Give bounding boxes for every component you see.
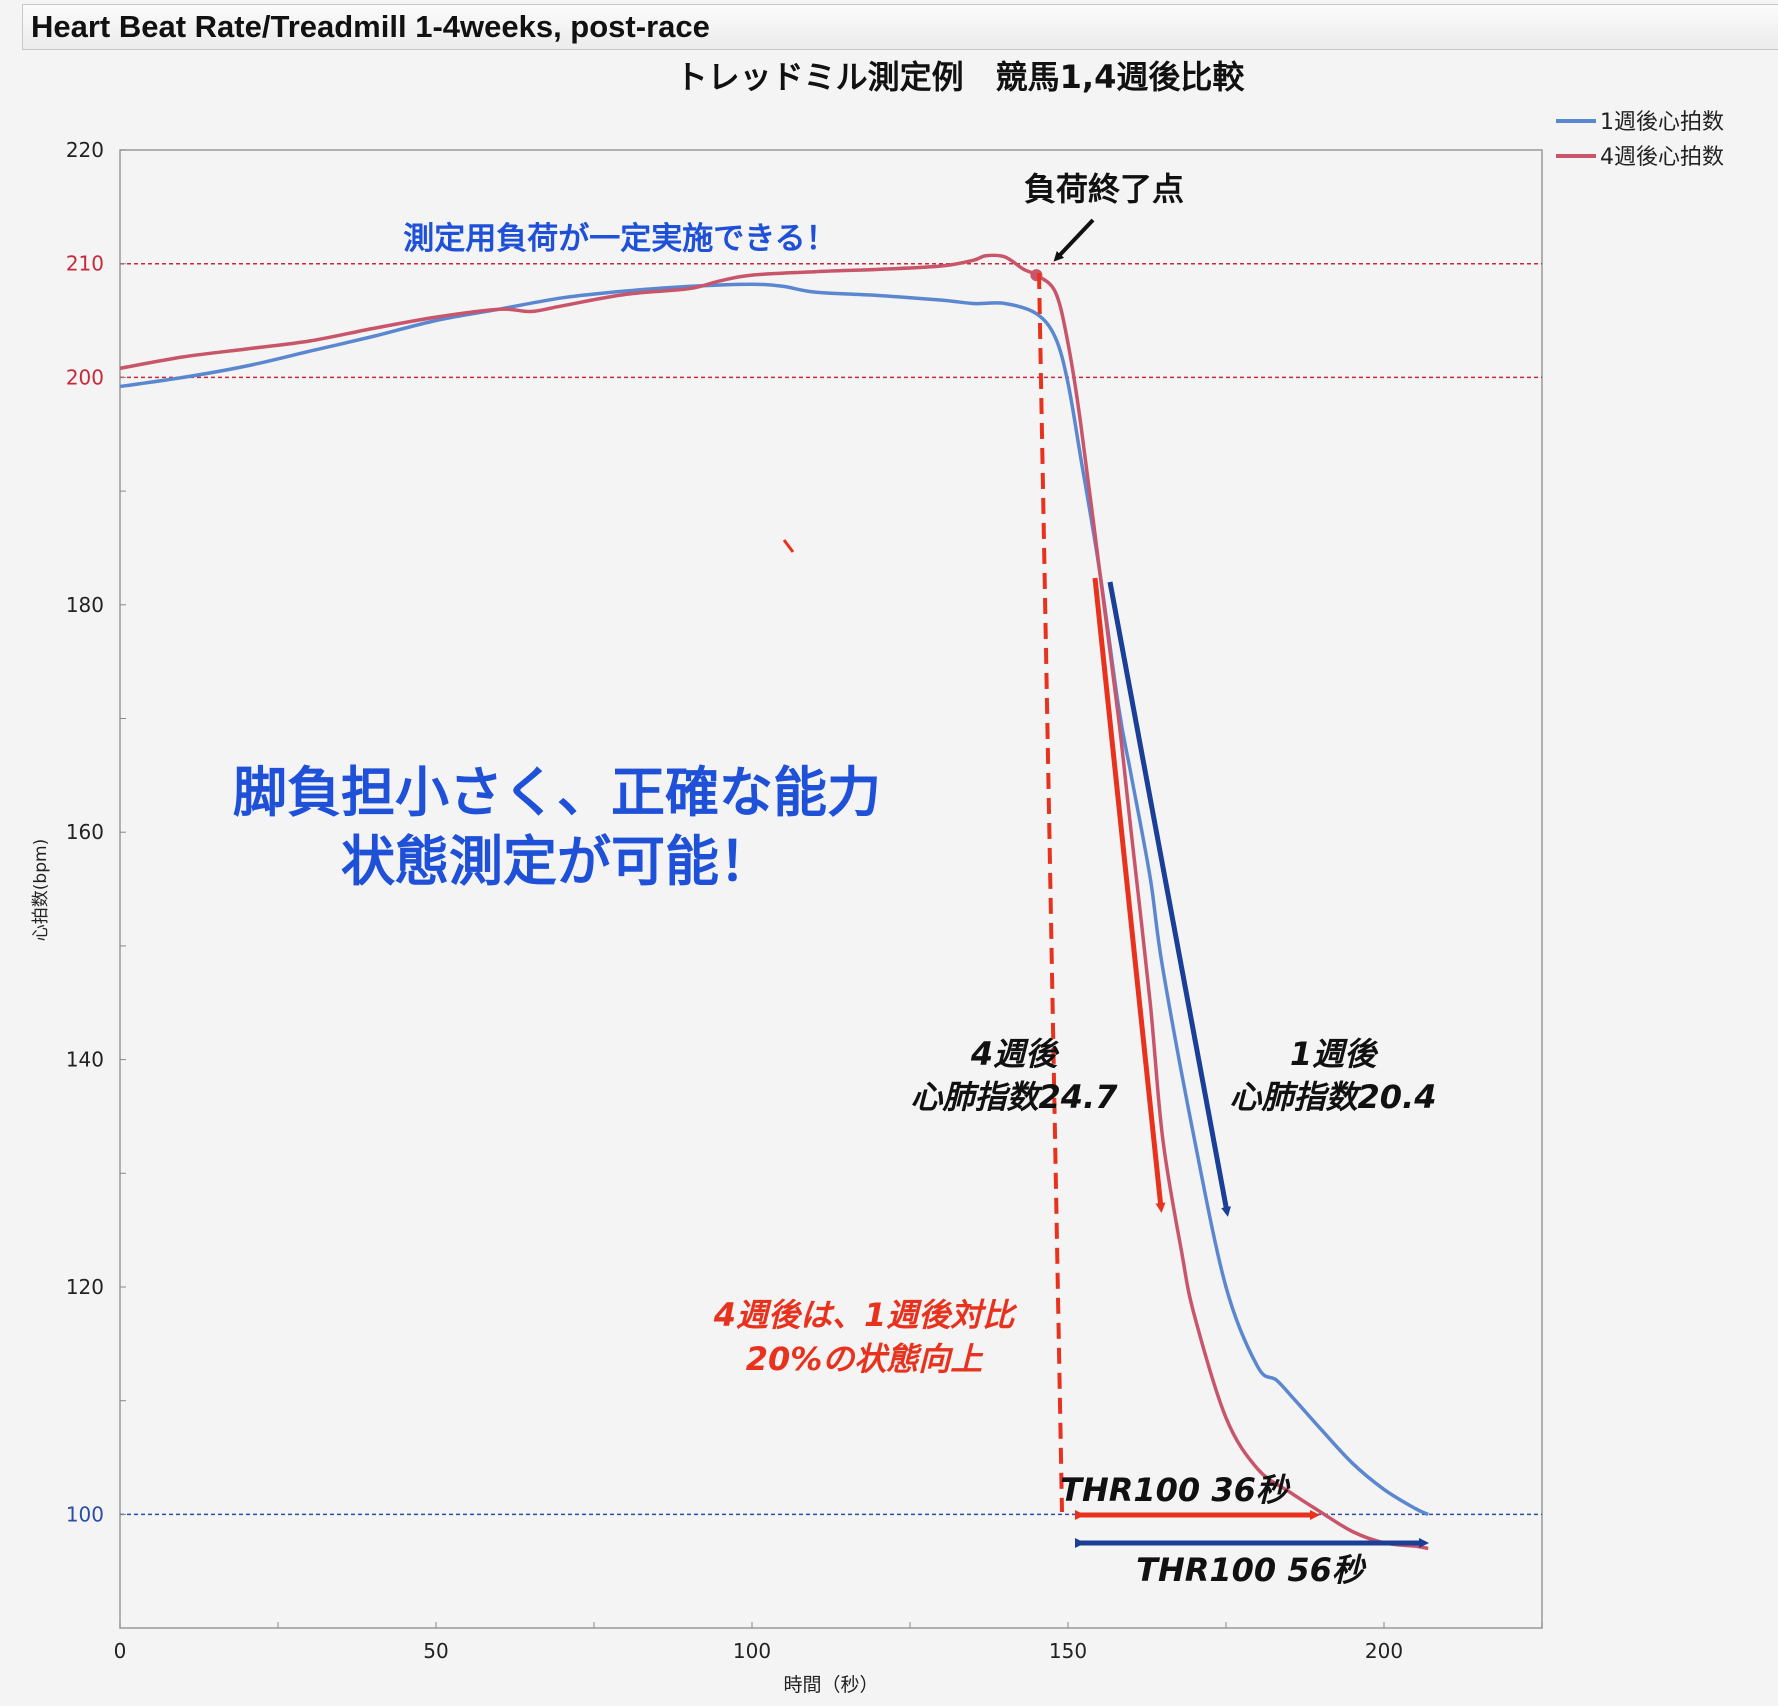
annotation-week4-label: 4週後 <box>970 1035 1060 1073</box>
legend: 1週後心拍数 4週後心拍数 <box>1556 110 1724 170</box>
y-tick-label: 200 <box>66 365 104 389</box>
stray-red-mark <box>782 539 795 553</box>
x-tick-label: 200 <box>1365 1639 1403 1663</box>
week1-slope-arrow <box>1107 581 1232 1217</box>
annotation-thr100-56: THR100 56秒 <box>1136 1551 1367 1589</box>
plot-frame <box>119 149 1543 1629</box>
chart-title: トレッドミル測定例 競馬1,4週後比較 <box>676 58 1246 96</box>
y-tick-label: 160 <box>66 820 104 844</box>
legend-label-week4: 4週後心拍数 <box>1600 145 1724 170</box>
x-axis: 0 50 100 150 200 <box>114 1622 1543 1663</box>
week4-slope-arrow <box>1092 577 1166 1213</box>
x-tick-label: 0 <box>114 1639 127 1663</box>
annotation-week1-label: 1週後 <box>1290 1035 1379 1073</box>
annotation-load-end: 負荷終了点 <box>1024 170 1184 208</box>
annotation-improvement-line2: 20%の状態向上 <box>746 1340 984 1378</box>
x-tick-label: 150 <box>1049 1639 1087 1663</box>
window-title-bar: Heart Beat Rate/Treadmill 1-4weeks, post… <box>22 4 1778 50</box>
legend-label-week1: 1週後心拍数 <box>1600 110 1724 135</box>
x-tick-label: 100 <box>733 1639 771 1663</box>
y-tick-label: 120 <box>66 1275 104 1299</box>
y-tick-label: 140 <box>66 1048 104 1072</box>
annotation-thr100-36: THR100 36秒 <box>1060 1471 1291 1509</box>
y-tick-label: 180 <box>66 593 104 617</box>
y-axis-label: 心拍数(bpm) <box>31 839 51 941</box>
annotation-week4-index: 心肺指数24.7 <box>911 1078 1119 1116</box>
y-tick-label: 100 <box>66 1502 104 1526</box>
y-tick-label: 220 <box>66 138 104 162</box>
window-title: Heart Beat Rate/Treadmill 1-4weeks, post… <box>31 9 710 44</box>
annotation-main-line2: 状態測定が可能！ <box>341 830 773 893</box>
annotation-week1-index: 心肺指数20.4 <box>1230 1078 1437 1116</box>
annotation-layer: 測定用負荷が一定実施できる！ 負荷終了点 脚負担小さく、正確な能力 状態測定が可… <box>233 170 1436 1589</box>
annotation-improvement-line1: 4週後は、1週後対比 <box>713 1296 1019 1334</box>
load-end-dashed-line <box>1037 272 1064 1513</box>
annotation-main-line1: 脚負担小さく、正確な能力 <box>233 761 881 824</box>
y-axis: 100 120 140 160 180 200 210 220 <box>66 138 126 1526</box>
y-tick-label: 210 <box>66 252 104 276</box>
annotation-load-constant: 測定用負荷が一定実施できる！ <box>403 221 836 257</box>
load-end-pointer-arrow <box>1053 218 1095 262</box>
x-axis-label: 時間（秒） <box>783 1674 878 1696</box>
x-tick-label: 50 <box>423 1639 448 1663</box>
